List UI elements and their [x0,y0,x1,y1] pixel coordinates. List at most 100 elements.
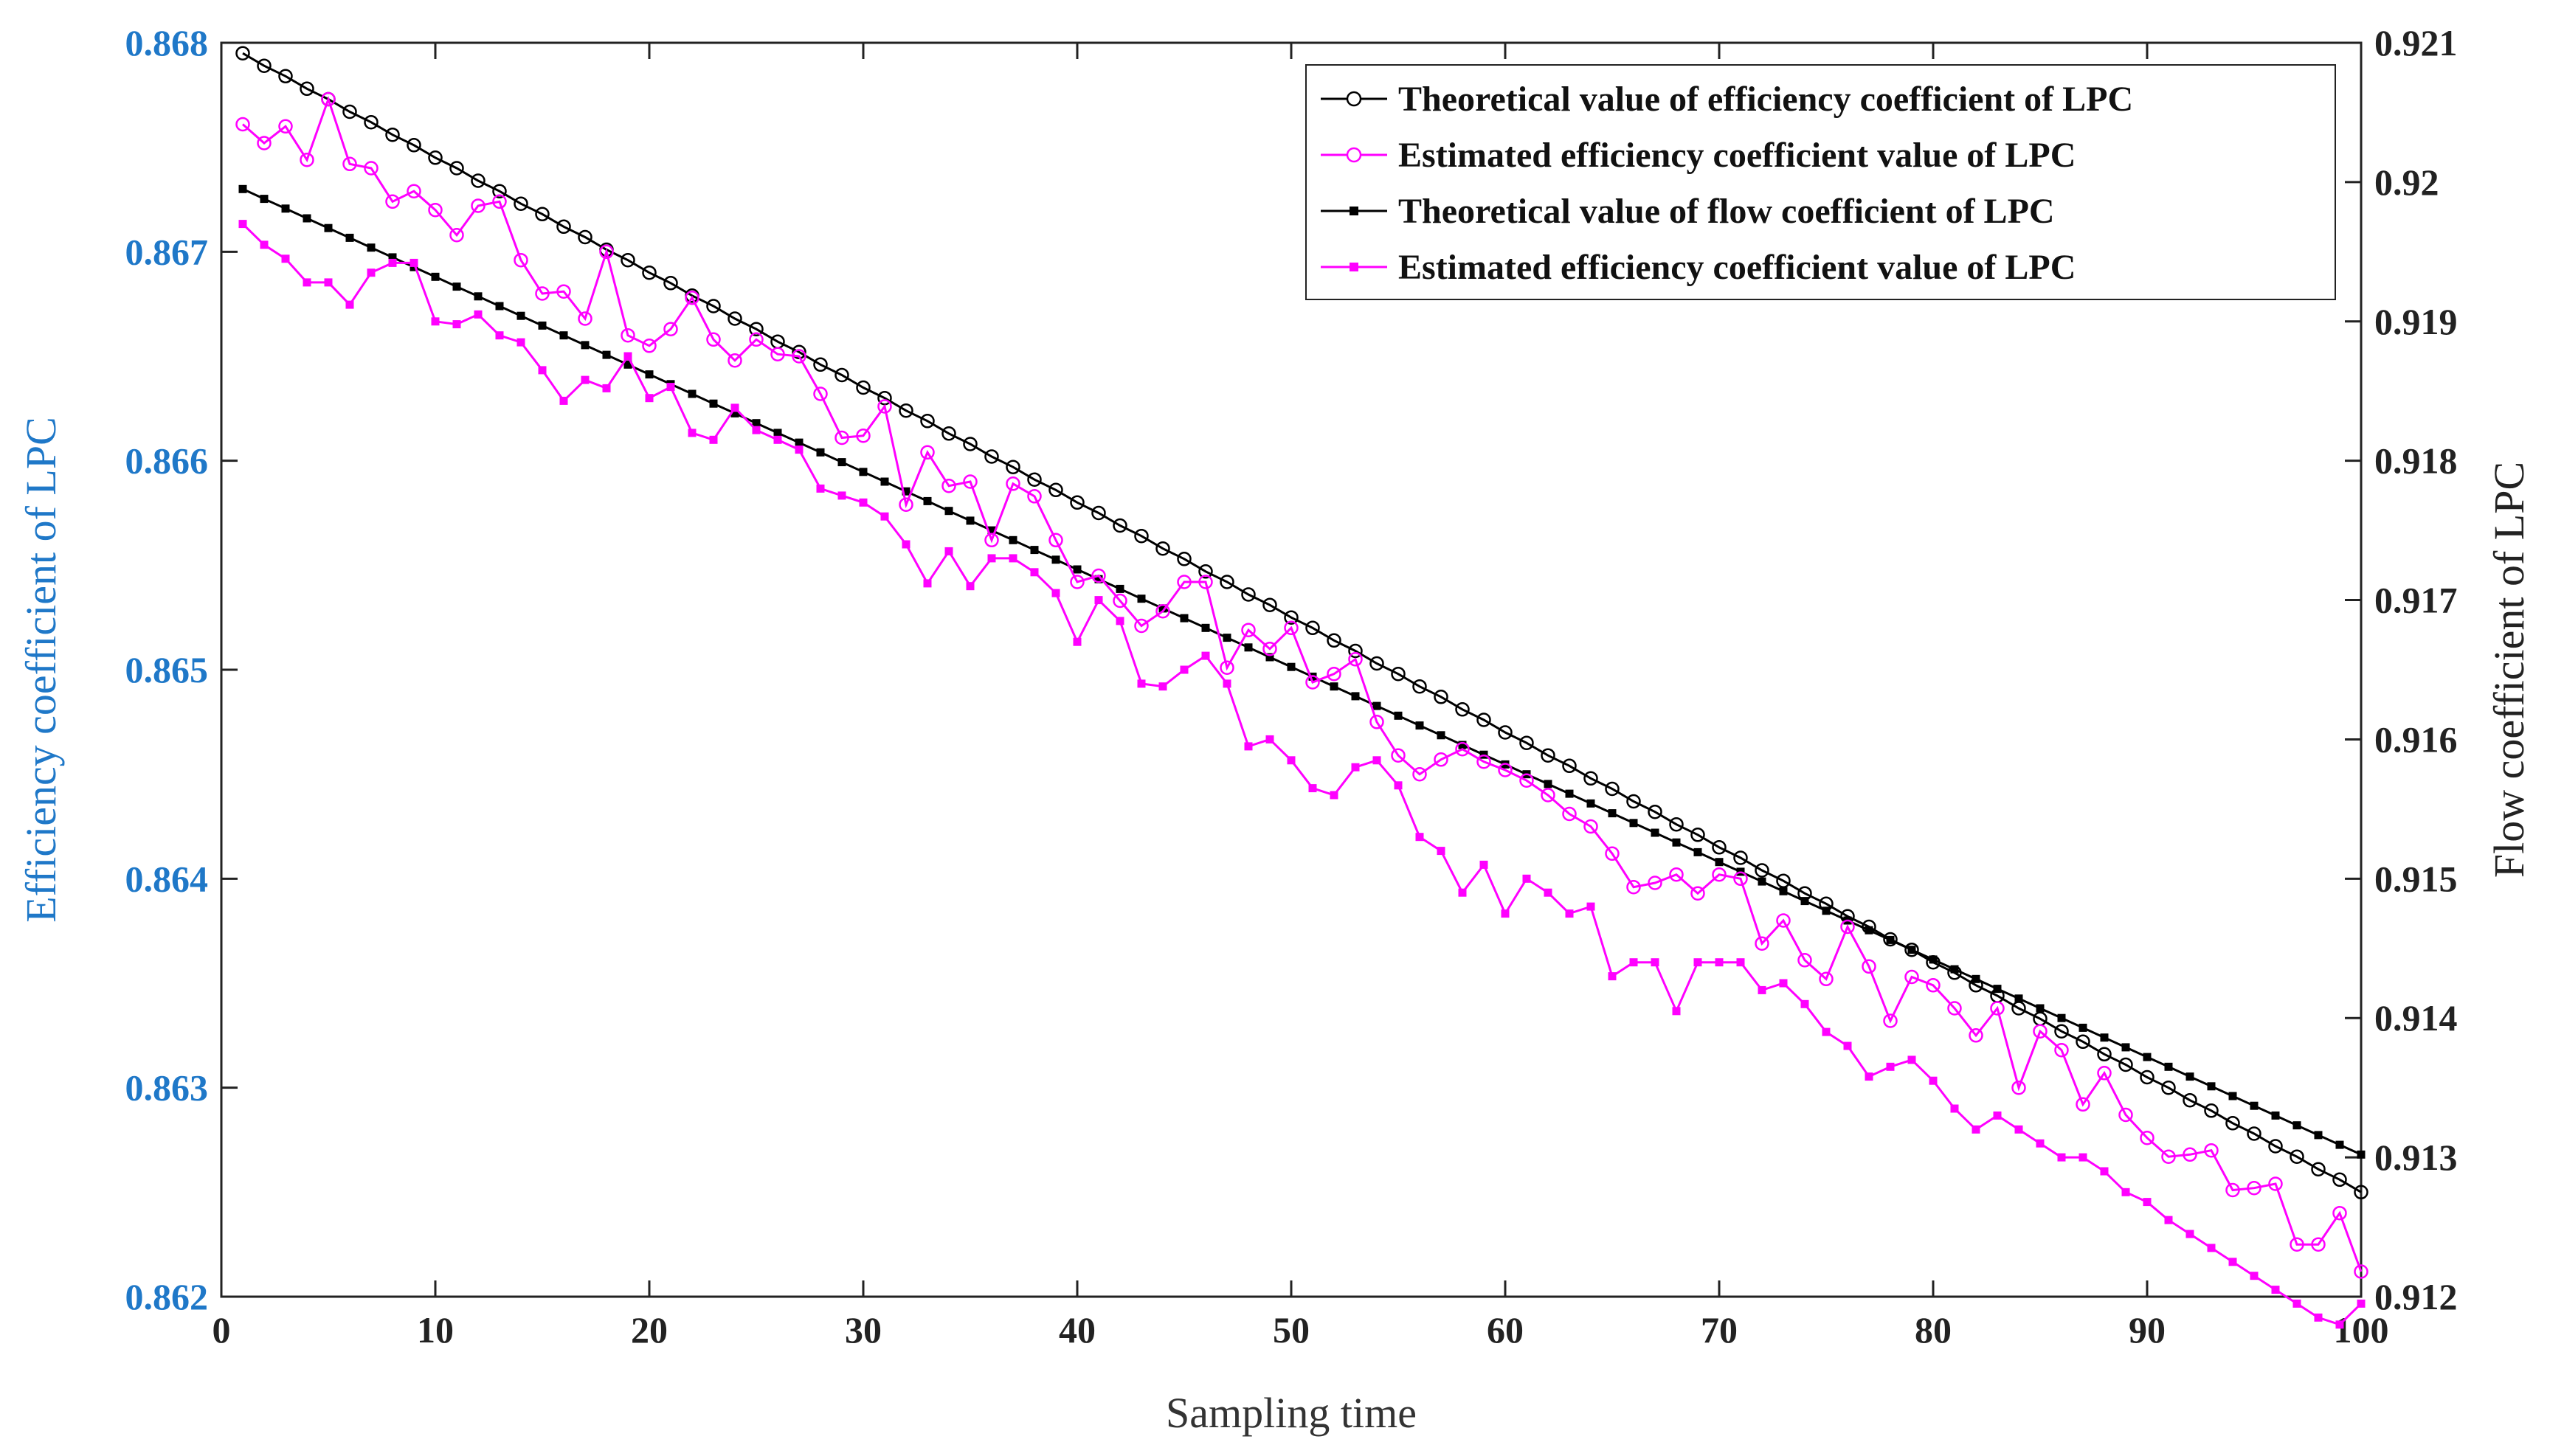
data-point [880,512,889,521]
right-y-axis-label: Flow coefficient of LPC [2485,462,2533,878]
data-point [1797,953,1812,968]
data-point [385,194,400,209]
data-point [902,487,910,496]
data-point [1009,535,1017,544]
data-point [816,484,825,493]
data-point [2228,1092,2237,1100]
data-point [642,339,657,353]
data-point [535,207,550,222]
data-point [2207,1244,2216,1252]
data-point [2014,994,2023,1003]
data-point [2314,1313,2323,1322]
data-point [2225,1182,2240,1198]
data-point [877,399,892,414]
data-point [2100,1033,2109,1042]
x-tick-label: 70 [1701,1309,1738,1351]
data-point [1391,666,1406,682]
data-point [1155,541,1170,556]
data-point [2290,1149,2304,1164]
data-point [1797,886,1812,901]
data-point [941,478,956,493]
right-y-tick-label: 0.917 [2374,580,2458,621]
data-point [514,196,528,211]
data-point [1693,847,1702,856]
legend-label-3: Theoretical value of flow coefficient of… [1398,192,2055,231]
data-point [2011,1080,2026,1095]
data-point [324,223,333,232]
data-point [1220,575,1234,589]
data-point [278,69,293,84]
data-point [449,227,464,243]
data-point [2332,1172,2347,1188]
data-point [1116,584,1124,593]
data-point [2225,1116,2240,1131]
data-point [2290,1237,2304,1252]
legend-marker-2 [1346,147,1362,163]
data-point [559,331,568,340]
data-point [1886,1062,1895,1071]
data-point [556,219,571,235]
data-point [2054,1024,2069,1039]
data-point [2228,1258,2237,1266]
data-point [2140,1070,2154,1085]
x-axis-ticks: 0 10 20 30 40 50 60 70 80 90 100 [212,43,2389,1351]
data-point [492,184,507,198]
data-point [2118,1107,2133,1123]
data-point [1522,874,1531,883]
data-point [1712,867,1727,882]
data-point [1415,721,1424,730]
data-point [449,161,464,176]
data-point [1822,1027,1831,1036]
data-point [706,299,721,313]
data-point [1715,858,1724,867]
data-point [1755,936,1769,951]
legend-label-1: Theoretical value of efficiency coeffici… [1398,80,2133,119]
data-point [1733,850,1748,865]
data-point [1712,840,1727,855]
data-point [1265,653,1274,662]
data-point [538,321,547,330]
data-point [880,477,889,486]
legend: Theoretical value of efficiency coeffici… [1305,64,2336,300]
data-point [666,383,675,392]
data-point [1779,979,1788,988]
data-point [2161,1080,2176,1095]
data-point [1883,932,1898,947]
data-point [1158,604,1167,613]
data-point [1969,1028,1983,1043]
data-point [1865,926,1873,935]
data-point [1690,886,1705,901]
data-point [773,435,782,444]
data-point [1819,896,1834,912]
data-point [1947,1001,1962,1016]
data-point [578,311,592,326]
data-point [1758,985,1766,994]
data-point [1351,692,1360,701]
data-point [2250,1272,2259,1280]
legend-marker-3 [1350,207,1358,215]
data-point [495,302,504,311]
data-point [987,554,996,563]
data-point [492,194,507,209]
data-point [1394,711,1403,720]
data-point [2164,1216,2173,1224]
data-point [581,375,590,384]
data-point [1586,799,1595,808]
data-point [1262,641,1277,656]
data-point [257,58,272,73]
data-point [495,331,504,340]
data-point [1262,597,1277,612]
data-point [1519,773,1534,788]
data-point [303,278,311,287]
data-point [621,252,635,268]
data-point [345,233,354,242]
right-y-tick-label: 0.92 [2374,162,2439,203]
data-point [837,491,846,500]
series-line [242,95,2363,1272]
right-y-tick-label: 0.918 [2374,440,2458,482]
data-point [471,173,485,188]
data-point [260,195,269,204]
data-point [1241,623,1256,637]
data-point [1201,651,1210,660]
data-point [1180,665,1189,674]
